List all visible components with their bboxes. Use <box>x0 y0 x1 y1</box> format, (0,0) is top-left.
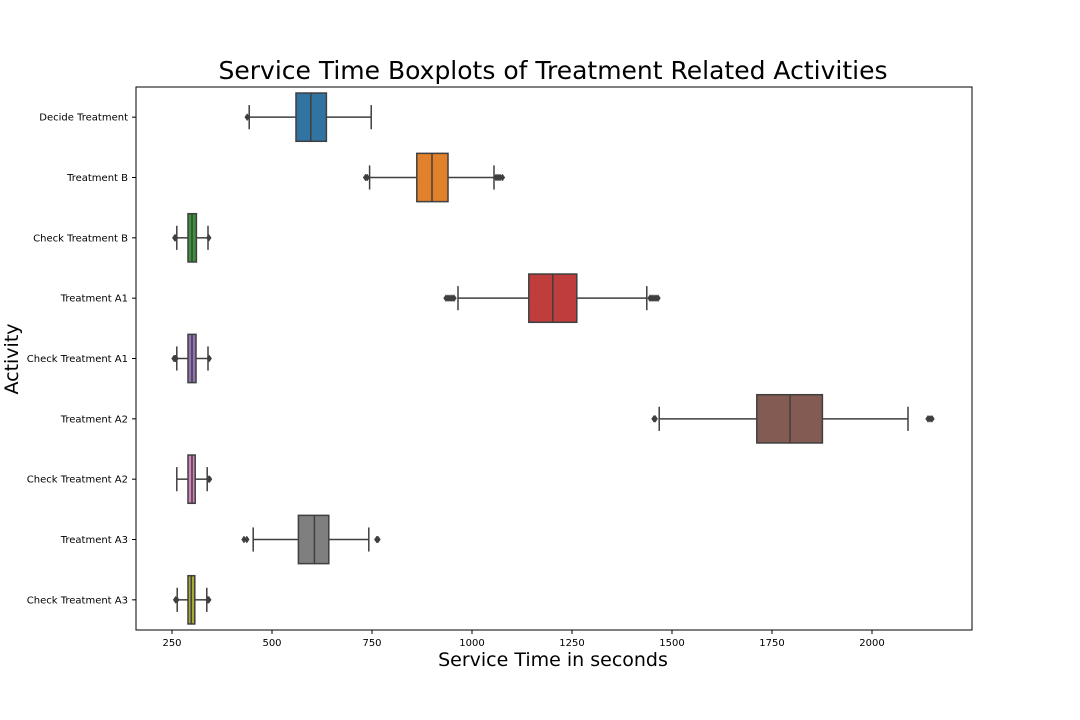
x-tick-label: 1000 <box>459 638 484 649</box>
box-group <box>651 393 935 444</box>
outlier-point <box>929 414 935 423</box>
y-tick-label: Treatment A1 <box>60 294 128 305</box>
outlier-point <box>206 354 212 363</box>
y-tick-label: Check Treatment A3 <box>27 595 128 606</box>
y-axis-label: Activity <box>1 323 23 394</box>
x-axis: 250 500 750 1000 1250 1500 1750 2000 <box>162 630 885 649</box>
outlier-point <box>206 475 213 484</box>
x-axis-label: Service Time in seconds <box>438 649 668 671</box>
box-group <box>172 212 212 263</box>
x-tick-label: 1750 <box>759 638 784 649</box>
y-tick-label: Treatment B <box>66 173 128 184</box>
y-tick-label: Check Treatment A1 <box>27 354 128 365</box>
outlier-point <box>375 535 381 544</box>
x-tick-label: 1500 <box>659 638 684 649</box>
box-group <box>241 514 381 565</box>
outlier-point <box>206 233 212 242</box>
box-group <box>362 152 506 203</box>
y-tick-label: Check Treatment B <box>33 233 128 244</box>
box <box>297 514 330 565</box>
outlier-point <box>244 535 250 544</box>
box-group <box>443 273 661 324</box>
outlier-point <box>174 595 180 604</box>
outlier-point <box>244 113 250 122</box>
y-axis: Decide Treatment Treatment B Check Treatme… <box>27 113 136 606</box>
outlier-point <box>364 173 370 182</box>
plot-area <box>135 86 973 631</box>
box-group <box>176 454 213 505</box>
boxes-layer <box>171 92 935 625</box>
outlier-point <box>172 233 179 242</box>
y-tick-label: Check Treatment A2 <box>27 475 128 486</box>
outlier-point <box>451 294 457 303</box>
y-tick-label: Treatment A3 <box>60 535 128 546</box>
chart-title: Service Time Boxplots of Treatment Relat… <box>219 56 888 85</box>
x-tick-label: 2000 <box>859 638 884 649</box>
x-tick-label: 1250 <box>559 638 584 649</box>
outlier-point <box>655 294 661 303</box>
box-group <box>171 333 212 384</box>
y-tick-label: Decide Treatment <box>39 113 128 124</box>
x-tick-label: 750 <box>362 638 381 649</box>
outlier-point <box>173 354 179 363</box>
outlier-point <box>499 173 506 182</box>
outlier-point <box>652 414 658 423</box>
x-tick-label: 500 <box>262 638 281 649</box>
box-group <box>172 574 212 625</box>
x-tick-label: 250 <box>162 638 181 649</box>
y-tick-label: Treatment A2 <box>60 414 128 425</box>
outlier-point <box>206 595 212 604</box>
box-group <box>244 92 372 143</box>
